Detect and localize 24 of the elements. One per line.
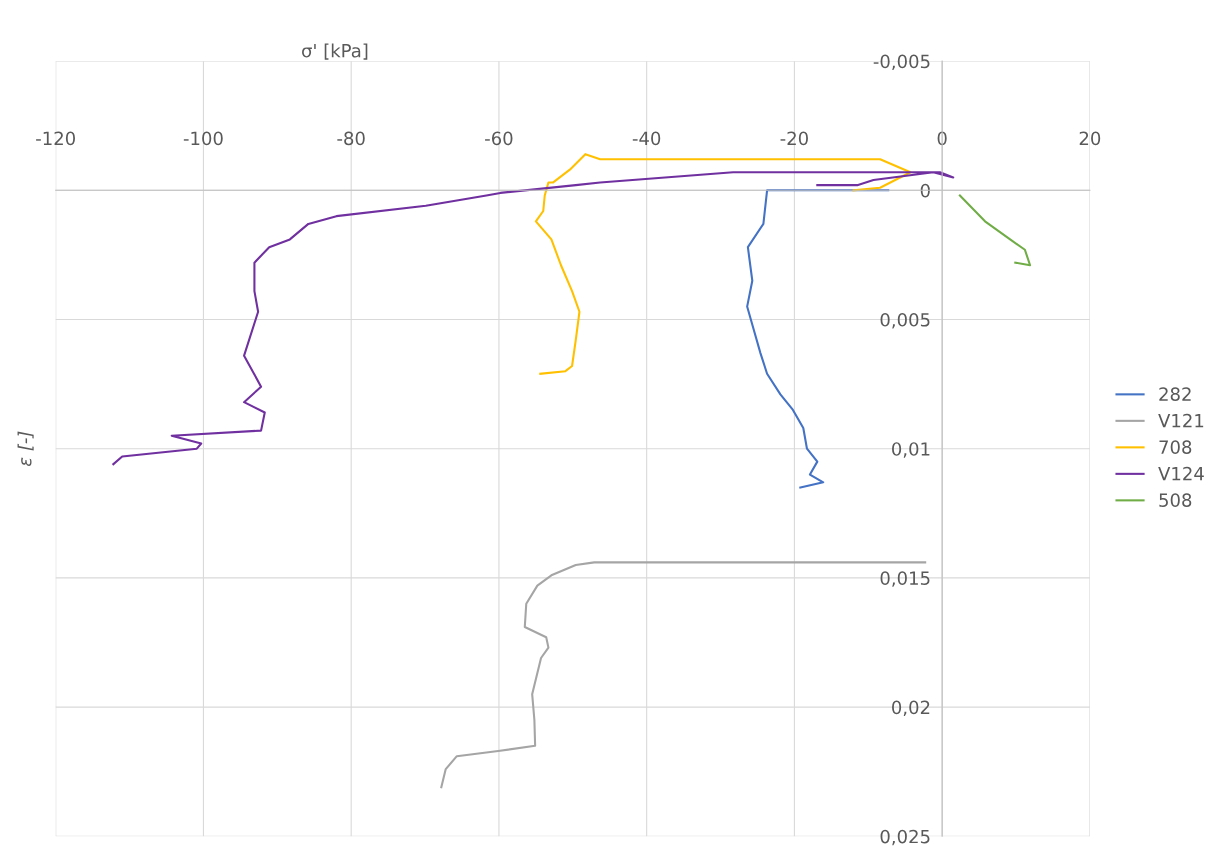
x-axis-title: σ' [kPa] <box>302 43 368 60</box>
y-tick-label: -0,005 <box>873 54 930 71</box>
x-tick-label: -80 <box>337 131 365 146</box>
legend-label: 708 <box>1159 440 1192 454</box>
y-tick-label: 0,01 <box>892 442 930 458</box>
x-tick-label: -60 <box>485 131 513 146</box>
line-series <box>958 194 1032 267</box>
y-tick-label: 0,015 <box>880 571 930 587</box>
y-tick-label: 0,025 <box>880 829 930 846</box>
y-tick-label: 0 <box>920 183 930 198</box>
legend-label: 282 <box>1159 387 1191 401</box>
y-axis-title: ε [-] <box>17 431 34 467</box>
y-tick-label: 0,005 <box>880 312 930 329</box>
x-tick-label: 20 <box>1079 131 1101 146</box>
x-tick-label: 0 <box>937 131 947 146</box>
y-tick-label: 0,02 <box>892 700 930 717</box>
x-tick-label: -100 <box>183 131 223 146</box>
line-series <box>112 171 955 466</box>
x-tick-label: -20 <box>780 131 808 146</box>
legend-label: V124 <box>1158 466 1204 481</box>
x-tick-label: -120 <box>36 131 75 146</box>
legend-label: V121 <box>1158 413 1204 428</box>
legend-label: 508 <box>1159 493 1192 507</box>
x-tick-label: -40 <box>632 131 661 146</box>
